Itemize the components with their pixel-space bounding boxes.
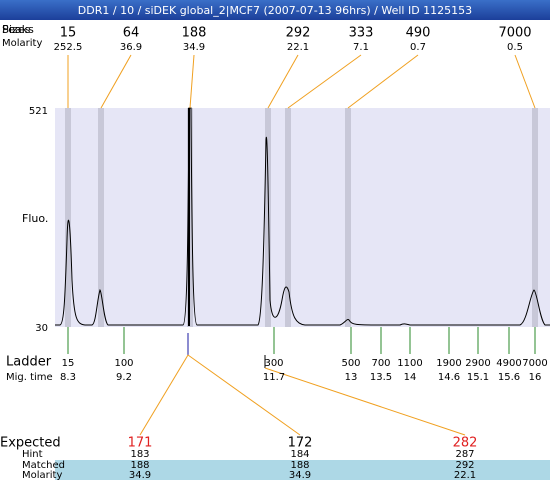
peak-molarity: 7.1 <box>353 42 369 53</box>
peak-connector <box>347 54 419 109</box>
y-label: Fluo. <box>22 212 48 225</box>
connector <box>187 354 301 436</box>
peak-band <box>345 108 351 327</box>
peak-size: 7000 <box>498 26 531 41</box>
ladder-size: 1900 <box>436 358 461 369</box>
ladder-time: 13 <box>345 372 358 383</box>
peak-size: 490 <box>406 26 431 41</box>
ladder-time: 13.5 <box>370 372 392 383</box>
trace <box>55 107 550 326</box>
peak-size: 333 <box>349 26 374 41</box>
peak-size: 64 <box>123 26 140 41</box>
ladder-time: 11.7 <box>263 372 285 383</box>
ladder-time: 15.1 <box>467 372 489 383</box>
matched-bg <box>55 460 550 480</box>
cell-expected: 172 <box>288 436 313 451</box>
peak-size: 15 <box>60 26 77 41</box>
cell-molarity: 34.9 <box>129 470 151 480</box>
title: DDR1 / 10 / siDEK global_2|MCF7 (2007-07… <box>78 4 472 17</box>
cell-expected: 282 <box>453 436 478 451</box>
sizes-label: Sizes <box>2 23 31 36</box>
molarity-label: Molarity <box>2 38 42 49</box>
ladder-size: 700 <box>371 358 390 369</box>
mig-time-label: Mig. time <box>6 372 53 383</box>
cell-expected: 171 <box>128 436 153 451</box>
connector <box>139 354 189 436</box>
row-label: Expected <box>0 436 61 451</box>
peak-size: 292 <box>286 26 311 41</box>
peak-molarity: 0.5 <box>507 42 523 53</box>
cell-hint: 184 <box>290 449 309 460</box>
cell-matched: 188 <box>130 460 149 471</box>
peak-band <box>285 108 291 327</box>
peak-molarity: 0.7 <box>410 42 426 53</box>
ladder-time: 14 <box>404 372 417 383</box>
ladder-size: 2900 <box>465 358 490 369</box>
peak-connector <box>189 54 195 109</box>
peaks-label: Peaks <box>2 23 34 36</box>
ladder-size: 7000 <box>522 358 547 369</box>
peak-band <box>532 108 538 327</box>
peak-band <box>98 108 104 327</box>
plot-area <box>55 108 550 327</box>
peak-connector <box>267 54 299 109</box>
peak-band <box>65 108 71 327</box>
cell-molarity: 34.9 <box>289 470 311 480</box>
ladder-size: 300 <box>264 358 283 369</box>
ladder-time: 14.6 <box>438 372 460 383</box>
ladder-size: 4900 <box>496 358 521 369</box>
peak-molarity: 22.1 <box>287 42 309 53</box>
ladder-time: 8.3 <box>60 372 76 383</box>
peak-band <box>265 108 271 327</box>
ladder-time: 16 <box>529 372 542 383</box>
peak-size: 188 <box>182 26 207 41</box>
y-max: 521 <box>29 106 48 117</box>
cell-matched: 188 <box>290 460 309 471</box>
peak-molarity: 34.9 <box>183 42 205 53</box>
cell-hint: 183 <box>130 449 149 460</box>
ladder-time: 15.6 <box>498 372 520 383</box>
cell-matched: 292 <box>455 460 474 471</box>
ladder-size: 15 <box>62 358 75 369</box>
row-label: Matched <box>22 460 65 471</box>
peak-molarity: 36.9 <box>120 42 142 53</box>
cell-hint: 287 <box>455 449 474 460</box>
ladder-size: 100 <box>114 358 133 369</box>
ladder-label: Ladder <box>6 355 52 370</box>
peak-connector <box>287 54 362 109</box>
peak-connector <box>100 54 132 109</box>
ladder-time: 9.2 <box>116 372 132 383</box>
title-bar <box>0 0 550 20</box>
ladder-size: 1100 <box>397 358 422 369</box>
peak-molarity: 252.5 <box>54 42 83 53</box>
connector <box>264 367 466 436</box>
ladder-size: 500 <box>341 358 360 369</box>
peak-connector <box>514 54 536 109</box>
row-label: Hint <box>22 449 43 460</box>
row-label: Molarity <box>22 470 62 480</box>
y-min: 30 <box>35 323 48 334</box>
cell-molarity: 22.1 <box>454 470 476 480</box>
